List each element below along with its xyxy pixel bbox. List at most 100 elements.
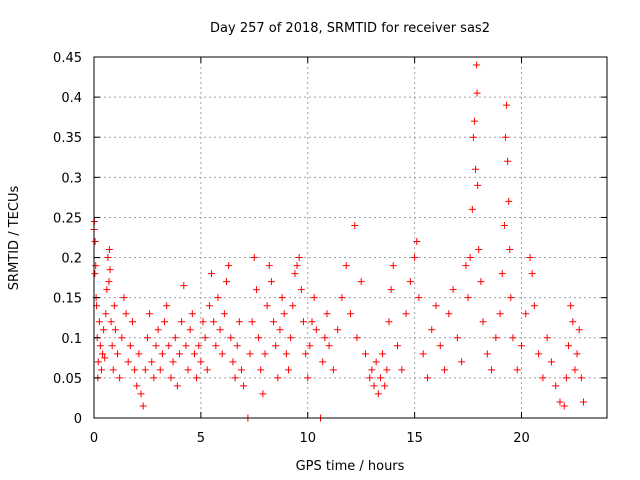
data-point <box>329 366 337 374</box>
data-point <box>96 342 104 350</box>
data-point <box>453 334 461 342</box>
data-point <box>436 342 444 350</box>
data-point <box>227 334 235 342</box>
data-point <box>197 358 205 366</box>
data-point <box>477 278 485 286</box>
data-point <box>381 382 389 390</box>
y-axis-label: SRMTID / TECUs <box>7 186 22 291</box>
data-point <box>163 302 171 310</box>
data-point <box>573 350 581 358</box>
data-point <box>139 402 147 410</box>
data-point <box>263 302 271 310</box>
x-axis-label: GPS time / hours <box>296 459 405 474</box>
data-point <box>472 165 480 173</box>
data-point <box>552 382 560 390</box>
data-point <box>394 342 402 350</box>
data-point <box>504 157 512 165</box>
data-point <box>108 342 116 350</box>
y-tick-label: 0.3 <box>61 171 82 186</box>
data-point <box>210 318 218 326</box>
data-point <box>201 334 209 342</box>
data-point <box>428 326 436 334</box>
data-point <box>272 342 280 350</box>
data-point <box>246 350 254 358</box>
data-point <box>137 390 145 398</box>
data-point <box>267 278 275 286</box>
data-point <box>441 366 449 374</box>
data-point <box>474 181 482 189</box>
data-point <box>150 374 158 382</box>
data-point <box>539 374 547 382</box>
data-point <box>547 358 555 366</box>
x-tick-labels: 0 5 10 15 20 <box>90 431 530 446</box>
data-point <box>423 374 431 382</box>
data-point <box>387 286 395 294</box>
data-point <box>252 286 260 294</box>
data-point <box>299 318 307 326</box>
data-point <box>470 117 478 125</box>
data-point <box>173 382 181 390</box>
data-point <box>165 342 173 350</box>
data-point <box>208 270 216 278</box>
data-point <box>135 350 143 358</box>
data-point <box>488 366 496 374</box>
data-point <box>319 358 327 366</box>
data-point <box>110 302 118 310</box>
grid-lines <box>94 57 607 418</box>
data-point <box>178 318 186 326</box>
data-point <box>385 318 393 326</box>
data-point <box>361 350 369 358</box>
data-point <box>565 342 573 350</box>
data-point <box>270 318 278 326</box>
data-point <box>569 318 577 326</box>
data-point <box>479 318 487 326</box>
y-tick-label: 0.1 <box>61 332 82 347</box>
data-point <box>186 326 194 334</box>
data-point <box>141 366 149 374</box>
data-point <box>306 342 314 350</box>
data-point <box>188 310 196 318</box>
data-point <box>338 294 346 302</box>
data-point <box>97 366 105 374</box>
data-point <box>449 286 457 294</box>
data-point <box>323 310 331 318</box>
data-point <box>161 318 169 326</box>
data-point <box>91 238 99 246</box>
data-point <box>216 326 224 334</box>
data-point <box>167 374 175 382</box>
data-point <box>169 358 177 366</box>
data-point <box>413 238 421 246</box>
data-point <box>280 310 288 318</box>
data-point <box>133 382 141 390</box>
data-point <box>257 366 265 374</box>
data-point <box>528 270 536 278</box>
data-point <box>496 310 504 318</box>
data-point <box>325 342 333 350</box>
data-point <box>95 318 103 326</box>
data-point <box>99 350 107 358</box>
data-point <box>203 366 211 374</box>
data-point <box>513 366 521 374</box>
data-point <box>293 262 301 270</box>
data-point <box>295 254 303 262</box>
data-point <box>124 358 132 366</box>
data-point <box>235 318 243 326</box>
data-point <box>107 318 115 326</box>
data-point <box>556 398 564 406</box>
x-tick-label: 0 <box>90 431 98 446</box>
data-point <box>220 310 228 318</box>
data-point <box>419 350 427 358</box>
data-point <box>347 310 354 318</box>
data-point <box>225 262 233 270</box>
data-point <box>469 133 477 141</box>
data-point <box>193 374 201 382</box>
data-point <box>195 342 203 350</box>
data-point <box>261 350 269 358</box>
data-point <box>342 262 350 270</box>
data-point <box>535 350 543 358</box>
data-point <box>156 366 164 374</box>
data-point <box>91 270 99 278</box>
data-point <box>374 390 382 398</box>
plot-frame <box>93 56 608 419</box>
